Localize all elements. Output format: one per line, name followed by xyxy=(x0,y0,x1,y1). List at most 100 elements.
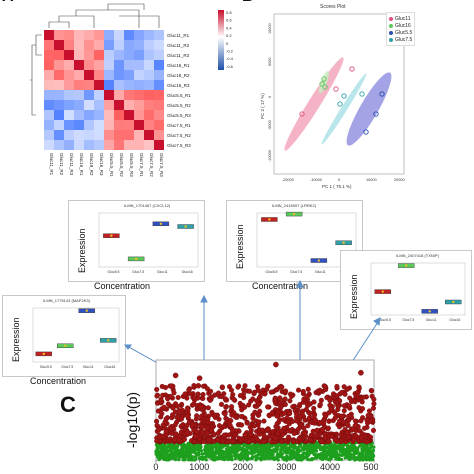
heatmap-cell xyxy=(54,50,64,60)
snp-point-low xyxy=(278,455,282,459)
snp-point-low xyxy=(348,457,352,462)
snp-point-high xyxy=(305,423,311,429)
snp-point-high xyxy=(346,413,352,419)
pca-ytick: -5000 xyxy=(268,120,272,130)
snp-point-high xyxy=(248,432,254,438)
pca-point xyxy=(333,86,339,92)
snp-point-high xyxy=(346,403,352,409)
heatmap-cell xyxy=(44,90,54,100)
snp-point-high xyxy=(218,401,225,407)
snp-point-high xyxy=(181,436,188,442)
snp-point-high xyxy=(219,384,225,390)
pca-point xyxy=(337,101,343,107)
snp-point-high xyxy=(304,394,310,400)
snp-point-high xyxy=(168,393,174,400)
snp-point-high xyxy=(332,410,338,416)
snp-point-top xyxy=(358,369,364,376)
snp-point-low xyxy=(352,450,356,454)
ellipse-gluc16 xyxy=(319,70,329,94)
snp-point-high xyxy=(221,423,227,429)
snp-point-high xyxy=(179,407,186,413)
snp-point-high xyxy=(191,439,198,445)
heatmap-cell xyxy=(54,100,64,110)
heatmap-cell xyxy=(144,140,154,150)
heatmap-cell xyxy=(74,130,84,140)
snp-point-high xyxy=(332,415,338,421)
heatmap-cell xyxy=(144,50,154,60)
pca-ytick: 5000 xyxy=(268,58,272,66)
x-axis-label-cxcl12: Concentration xyxy=(94,281,151,291)
dendrogram-left xyxy=(30,34,42,116)
snp-point-low xyxy=(193,451,197,455)
snp-point-low xyxy=(295,457,299,462)
heatmap-row-label: Gluc18_R2 xyxy=(167,73,190,78)
snp-point-high xyxy=(246,388,253,394)
snp-point-low xyxy=(210,445,214,449)
heatmap-cell xyxy=(54,90,64,100)
snp-point-high xyxy=(259,427,266,433)
snp-point-low xyxy=(235,449,239,453)
colorbar-tick: 0.2 xyxy=(226,33,232,38)
snp-point-low xyxy=(358,453,363,457)
snp-point-low xyxy=(324,449,328,454)
heatmap-cell xyxy=(144,80,154,90)
heatmap-cell xyxy=(144,40,154,50)
heatmap-cell xyxy=(114,110,124,120)
snp-point-low xyxy=(246,451,251,455)
snp-point-high xyxy=(287,411,293,417)
heatmap-cell xyxy=(84,90,94,100)
legend-entry: Gluc5.5 xyxy=(389,29,412,36)
snp-point-high xyxy=(179,401,185,407)
heatmap-cell xyxy=(114,40,124,50)
x-axis-label-map2k3: Concentration xyxy=(30,376,87,386)
heatmap-row-label: Gluc7.5_R3 xyxy=(167,143,191,148)
heatmap-cell xyxy=(154,120,164,130)
snp-point-high xyxy=(221,432,227,438)
plot-title: ILMN_1701467 (CXCL12) xyxy=(124,203,171,208)
dendrogram-top xyxy=(48,3,160,28)
snp-point-low xyxy=(260,453,264,457)
snp-point-low xyxy=(260,449,264,453)
heatmap-cell xyxy=(104,50,114,60)
snp-point-high xyxy=(344,429,350,436)
heatmap-cell xyxy=(154,80,164,90)
heatmap-cell xyxy=(64,80,74,90)
heatmap-cell xyxy=(94,120,104,130)
snp-point-high xyxy=(279,384,285,390)
pca-legend: Gluc11 Gluc16 Gluc5.5 Gluc7.5 xyxy=(386,12,416,46)
heatmap-cell xyxy=(44,100,54,110)
snp-point-high xyxy=(242,404,248,410)
heatmap-cell xyxy=(124,70,134,80)
arrow-head xyxy=(124,344,132,350)
snp-point-low xyxy=(230,455,234,459)
snp-point-high xyxy=(255,412,261,418)
snp-point-high xyxy=(326,410,332,416)
snp-point-high xyxy=(209,394,215,400)
colorbar-tick: 0.6 xyxy=(226,18,232,23)
heatmap-row-label: Gluc7.5_R1 xyxy=(167,123,191,128)
snp-point-low xyxy=(332,444,337,448)
pca-xlabel: PC 1 ( 75.1 %) xyxy=(322,184,352,189)
snp-point-high xyxy=(182,391,188,397)
heatmap-cell xyxy=(154,40,164,50)
snp-point-top xyxy=(196,375,203,381)
snp-point-low xyxy=(276,445,280,450)
snp-point-high xyxy=(285,434,292,440)
snp-point-high xyxy=(184,422,190,429)
snp-point-high xyxy=(270,429,276,435)
snp-point-high xyxy=(208,388,214,394)
snp-point-high xyxy=(244,420,250,426)
snp-point-high xyxy=(350,426,356,432)
heatmap-cell xyxy=(154,130,164,140)
snp-point-low xyxy=(345,443,350,448)
heatmap-cell xyxy=(104,60,114,70)
heatmap-cell xyxy=(124,40,134,50)
heatmap-cell xyxy=(44,40,54,50)
expression-plot-cxcl12: ILMN_1701467 (CXCL12) Gluc5.5 Gluc7.5 Gluc… xyxy=(68,200,205,282)
heatmap-cell xyxy=(114,80,124,90)
snp-point-low xyxy=(365,456,369,460)
snp-point-high xyxy=(327,396,333,402)
heatmap-col-label: Gluc11_R3 xyxy=(69,153,74,176)
snp-point-high xyxy=(338,432,344,438)
